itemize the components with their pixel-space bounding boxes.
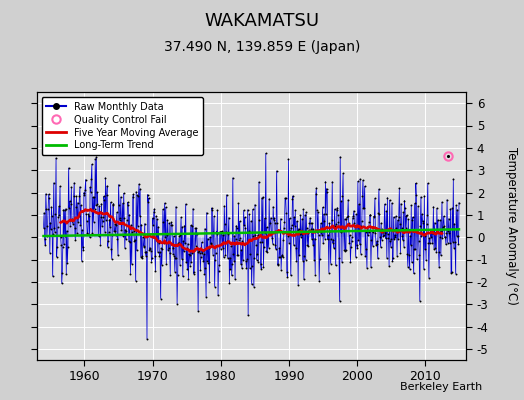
Text: 37.490 N, 139.859 E (Japan): 37.490 N, 139.859 E (Japan) — [164, 40, 360, 54]
Y-axis label: Temperature Anomaly (°C): Temperature Anomaly (°C) — [505, 147, 518, 305]
Text: Berkeley Earth: Berkeley Earth — [400, 382, 482, 392]
Text: WAKAMATSU: WAKAMATSU — [204, 12, 320, 30]
Legend: Raw Monthly Data, Quality Control Fail, Five Year Moving Average, Long-Term Tren: Raw Monthly Data, Quality Control Fail, … — [41, 97, 203, 155]
